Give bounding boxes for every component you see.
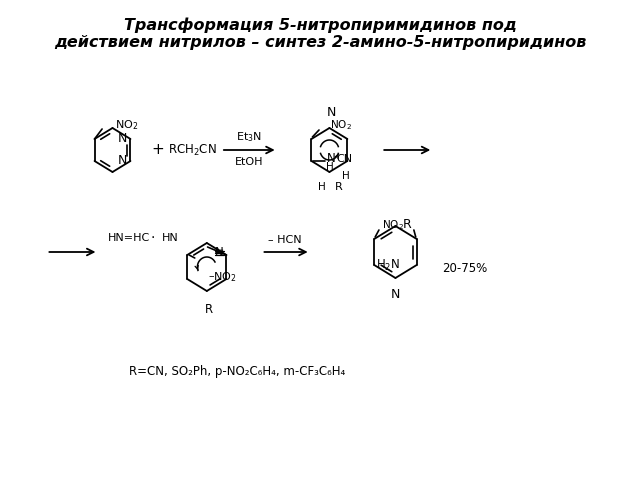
Text: –NO$_2$: –NO$_2$ [208,270,237,284]
Text: NO$_2$: NO$_2$ [115,118,139,132]
Text: RCH$_2$CN: RCH$_2$CN [168,143,217,157]
Text: N: N [215,247,223,260]
Text: NO$_2$: NO$_2$ [382,218,404,232]
Text: HN=HC: HN=HC [108,233,150,243]
Text: HN: HN [161,233,179,243]
Text: R: R [403,218,411,231]
Text: Трансформация 5-нитропиримидинов под: Трансформация 5-нитропиримидинов под [124,17,516,33]
Text: R: R [335,182,343,192]
Text: – HCN: – HCN [268,235,302,245]
Text: N: N [327,153,336,166]
Text: R=CN, SO₂Ph, p-NO₂C₆H₄, m-CF₃C₆H₄: R=CN, SO₂Ph, p-NO₂C₆H₄, m-CF₃C₆H₄ [129,365,346,379]
Text: H: H [318,182,326,192]
Text: EtOH: EtOH [235,157,264,167]
Text: +: + [152,143,164,157]
Text: H: H [342,171,349,181]
Text: Et$_3$N: Et$_3$N [236,130,262,144]
Text: действием нитрилов – синтез 2-амино-5-нитропиридинов: действием нитрилов – синтез 2-амино-5-ни… [54,35,586,49]
Text: N: N [391,288,400,301]
Text: R: R [205,303,212,316]
Text: NO$_2$: NO$_2$ [330,118,352,132]
Text: N: N [117,155,127,168]
Text: N: N [326,106,336,119]
Text: ·: · [151,231,156,245]
Text: N: N [117,132,127,145]
Text: 20-75%: 20-75% [443,262,488,275]
Text: ≡: ≡ [214,248,224,261]
Text: H$_2$N: H$_2$N [376,257,400,273]
Text: H: H [326,162,334,172]
Text: CN: CN [336,154,352,164]
